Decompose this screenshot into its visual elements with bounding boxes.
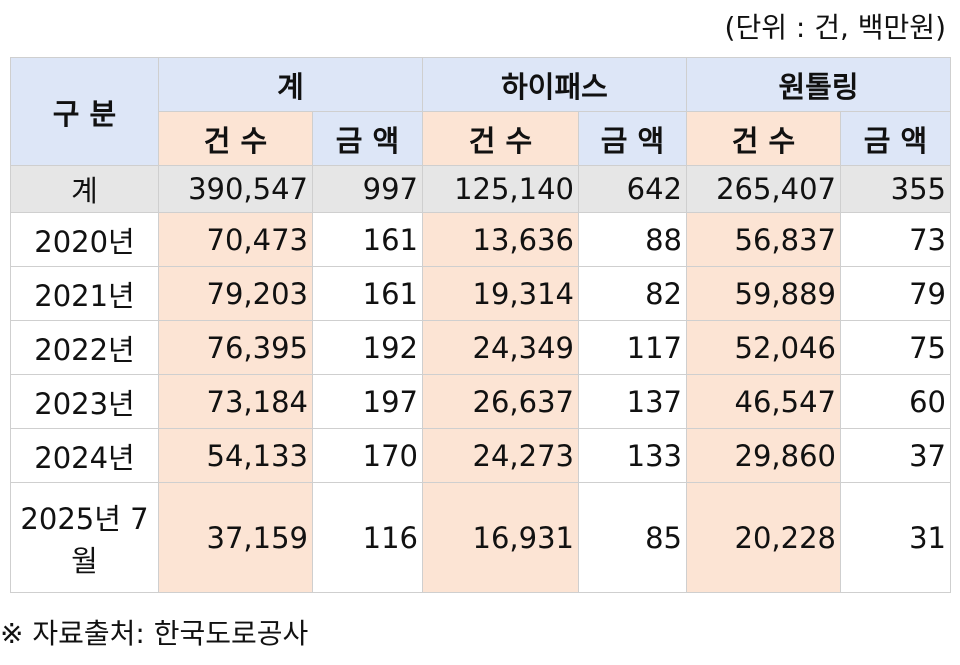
cell: 642 [578,165,687,213]
cell: 54,133 [158,428,313,483]
sub-header: 금 액 [312,111,423,166]
table-row: 2022년 76,395 192 24,349 117 52,046 75 [10,320,951,375]
sub-header: 금 액 [840,111,951,166]
cell: 29,860 [686,428,841,483]
cell: 79 [840,266,951,321]
table-row: 2025년 7월 37,159 116 16,931 85 20,228 31 [10,482,951,593]
cell: 31 [840,482,951,593]
cell: 85 [578,482,687,593]
cell: 192 [312,320,423,375]
group-header: 하이패스 [422,57,687,112]
cell: 82 [578,266,687,321]
sub-header: 건 수 [422,111,579,166]
cell: 390,547 [158,165,313,213]
table-row: 2023년 73,184 197 26,637 137 46,547 60 [10,374,951,429]
cell: 133 [578,428,687,483]
sub-header: 금 액 [578,111,687,166]
row-label: 2022년 [10,320,159,375]
cell: 117 [578,320,687,375]
cell: 355 [840,165,951,213]
cell: 59,889 [686,266,841,321]
cell: 161 [312,212,423,267]
unit-note: (단위 : 건, 백만원) [724,11,946,44]
cell: 13,636 [422,212,579,267]
group-header: 구 분 [10,57,159,166]
cell: 26,637 [422,374,579,429]
row-label: 2024년 [10,428,159,483]
cell: 76,395 [158,320,313,375]
cell: 24,349 [422,320,579,375]
table-row: 구 분 계 하이패스 원톨링 [10,57,951,166]
sub-header: 건 수 [158,111,313,166]
row-label: 2025년 7월 [10,482,159,593]
row-label: 2020년 [10,212,159,267]
cell: 73 [840,212,951,267]
cell: 37,159 [158,482,313,593]
group-header: 원톨링 [686,57,951,112]
cell: 73,184 [158,374,313,429]
cell: 70,473 [158,212,313,267]
cell: 116 [312,482,423,593]
row-label: 2021년 [10,266,159,321]
cell: 161 [312,266,423,321]
table-row: 2024년 54,133 170 24,273 133 29,860 37 [10,428,951,483]
cell: 60 [840,374,951,429]
cell: 197 [312,374,423,429]
cell: 75 [840,320,951,375]
cell: 125,140 [422,165,579,213]
cell: 79,203 [158,266,313,321]
cell: 170 [312,428,423,483]
cell: 24,273 [422,428,579,483]
sub-header: 건 수 [686,111,841,166]
source-note: ※ 자료출처: 한국도로공사 [0,617,309,650]
cell: 265,407 [686,165,841,213]
cell: 19,314 [422,266,579,321]
table-row: 2020년 70,473 161 13,636 88 56,837 73 [10,212,951,267]
table-row: 2021년 79,203 161 19,314 82 59,889 79 [10,266,951,321]
cell: 16,931 [422,482,579,593]
cell: 88 [578,212,687,267]
cell: 20,228 [686,482,841,593]
cell: 137 [578,374,687,429]
group-header: 계 [158,57,423,112]
cell: 997 [312,165,423,213]
cell: 52,046 [686,320,841,375]
cell: 56,837 [686,212,841,267]
row-label: 계 [10,165,159,213]
row-label: 2023년 [10,374,159,429]
cell: 46,547 [686,374,841,429]
table-row: 계 390,547 997 125,140 642 265,407 355 [10,165,951,213]
cell: 37 [840,428,951,483]
